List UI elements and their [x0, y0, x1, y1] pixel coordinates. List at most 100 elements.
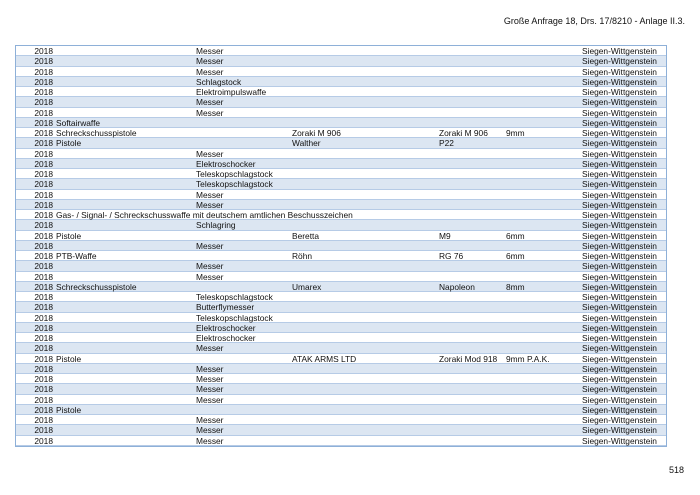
- cell-district: Siegen-Wittgenstein: [582, 220, 657, 231]
- cell-year: 2018: [34, 148, 53, 159]
- cell-year: 2018: [34, 302, 53, 313]
- cell-art: Softairwaffe: [56, 117, 101, 128]
- page-number: 518: [668, 465, 684, 475]
- cell-year: 2018: [34, 169, 53, 179]
- cell-item: Messer: [196, 46, 224, 56]
- cell-item: Messer: [196, 374, 224, 384]
- cell-district: Siegen-Wittgenstein: [582, 179, 657, 190]
- cell-item: Messer: [196, 363, 224, 374]
- cell-year: 2018: [34, 374, 53, 384]
- cell-district: Siegen-Wittgenstein: [582, 281, 657, 292]
- cell-item: Messer: [196, 148, 224, 159]
- table-row: 2018 Softairwaffe Siegen-Wittgenstein: [16, 117, 666, 128]
- table-row: 2018 Messer Siegen-Wittgenstein: [16, 272, 666, 282]
- cell-district: Siegen-Wittgenstein: [582, 210, 657, 220]
- cell-caliber: 8mm: [506, 281, 525, 292]
- cell-district: Siegen-Wittgenstein: [582, 312, 657, 323]
- table-row: 2018 PTB-Waffe Röhn RG 76 6mm Siegen-Wittgens…: [16, 251, 666, 262]
- cell-year: 2018: [34, 66, 53, 77]
- table-row: 2018 Messer Siegen-Wittgenstein: [16, 97, 666, 108]
- cell-art: PTB-Waffe: [56, 251, 97, 261]
- cell-district: Siegen-Wittgenstein: [582, 76, 657, 87]
- cell-item: Teleskopschlagstock: [196, 179, 273, 190]
- cell-year: 2018: [34, 158, 53, 169]
- cell-item: Messer: [196, 189, 224, 200]
- table-row: 2018 Messer Siegen-Wittgenstein: [16, 108, 666, 118]
- cell-district: Siegen-Wittgenstein: [582, 271, 657, 282]
- table-row: 2018 Messer Siegen-Wittgenstein: [16, 425, 666, 436]
- cell-year: 2018: [34, 322, 53, 333]
- cell-year: 2018: [34, 435, 53, 446]
- cell-district: Siegen-Wittgenstein: [582, 230, 657, 241]
- cell-item: Messer: [196, 415, 224, 425]
- cell-item: Elektroschocker: [196, 333, 256, 343]
- cell-art: Schreckschusspistole: [56, 128, 137, 138]
- table-row: 2018 Elektroschocker Siegen-Wittgenstein: [16, 333, 666, 344]
- table-row: 2018 Teleskopschlagstock Siegen-Wittgenste…: [16, 179, 666, 190]
- cell-year: 2018: [34, 384, 53, 395]
- cell-year: 2018: [34, 56, 53, 67]
- cell-year: 2018: [34, 261, 53, 272]
- cell-year: 2018: [34, 199, 53, 210]
- cell-district: Siegen-Wittgenstein: [582, 97, 657, 108]
- cell-year: 2018: [34, 220, 53, 231]
- table-row: 2018 Pistole Beretta M9 6mm Siegen-Wittgenste…: [16, 231, 666, 241]
- table-row: 2018 Gas- / Signal- / Schreckschusswaffe …: [16, 210, 666, 221]
- cell-district: Siegen-Wittgenstein: [582, 374, 657, 384]
- cell-district: Siegen-Wittgenstein: [582, 261, 657, 272]
- cell-model: M9: [439, 230, 451, 241]
- cell-district: Siegen-Wittgenstein: [582, 435, 657, 446]
- cell-art: Pistole: [56, 138, 82, 149]
- cell-year: 2018: [34, 394, 53, 405]
- cell-item: Elektroschocker: [196, 158, 256, 169]
- cell-district: Siegen-Wittgenstein: [582, 56, 657, 67]
- cell-district: Siegen-Wittgenstein: [582, 302, 657, 313]
- cell-year: 2018: [34, 271, 53, 282]
- table-row: 2018 Messer Siegen-Wittgenstein: [16, 384, 666, 395]
- table-row: 2018 Messer Siegen-Wittgenstein: [16, 149, 666, 159]
- cell-district: Siegen-Wittgenstein: [582, 333, 657, 343]
- table-row: 2018 Messer Siegen-Wittgenstein: [16, 190, 666, 200]
- cell-item: Messer: [196, 240, 224, 251]
- cell-model: RG 76: [439, 251, 464, 261]
- cell-item: Messer: [196, 425, 224, 436]
- cell-year: 2018: [34, 189, 53, 200]
- cell-year: 2018: [34, 312, 53, 323]
- table-row: 2018 Messer Siegen-Wittgenstein: [16, 56, 666, 67]
- table-row: 2018 Butterflymesser Siegen-Wittgenstein: [16, 302, 666, 313]
- cell-item: Messer: [196, 394, 224, 405]
- cell-year: 2018: [34, 425, 53, 436]
- cell-item: Messer: [196, 271, 224, 282]
- cell-district: Siegen-Wittgenstein: [582, 363, 657, 374]
- cell-year: 2018: [34, 128, 53, 138]
- table-row: 2018 Elektroimpulswaffe Siegen-Wittgenstei…: [16, 87, 666, 98]
- cell-item: Messer: [196, 66, 224, 77]
- table-row: 2018 Schreckschusspistole Umarex Napoleon 8m…: [16, 281, 666, 292]
- cell-district: Siegen-Wittgenstein: [582, 158, 657, 169]
- cell-year: 2018: [34, 363, 53, 374]
- header-title: Große Anfrage 18, Drs. 17/8210 - Anlage …: [503, 16, 685, 26]
- cell-year: 2018: [34, 343, 53, 354]
- cell-caliber: 9mm P.A.K.: [506, 353, 550, 364]
- cell-item: Elektroschocker: [196, 322, 256, 333]
- cell-district: Siegen-Wittgenstein: [582, 343, 657, 354]
- cell-year: 2018: [34, 353, 53, 364]
- cell-maker: Umarex: [292, 281, 322, 292]
- table-row: 2018 Pistole ATAK ARMS LTD Zoraki Mod 918 9m…: [16, 354, 666, 364]
- table-row: 2018 Teleskopschlagstock Siegen-Wittgenste…: [16, 292, 666, 303]
- cell-item: Messer: [196, 435, 224, 446]
- cell-item: Elektroimpulswaffe: [196, 87, 267, 97]
- cell-item: Teleskopschlagstock: [196, 169, 273, 179]
- cell-year: 2018: [34, 415, 53, 425]
- cell-art: Pistole: [56, 353, 82, 364]
- cell-item: Messer: [196, 261, 224, 272]
- cell-year: 2018: [34, 117, 53, 128]
- cell-item: Messer: [196, 343, 224, 354]
- cell-art: Gas- / Signal- / Schreckschusswaffe mit …: [56, 210, 353, 220]
- cell-district: Siegen-Wittgenstein: [582, 415, 657, 425]
- table-row: 2018 Messer Siegen-Wittgenstein: [16, 67, 666, 77]
- cell-district: Siegen-Wittgenstein: [582, 107, 657, 118]
- cell-year: 2018: [34, 87, 53, 97]
- cell-art: Schreckschusspistole: [56, 281, 137, 292]
